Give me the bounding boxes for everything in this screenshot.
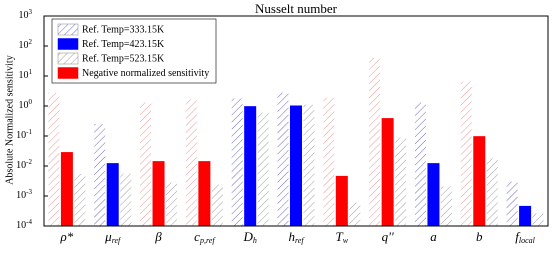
y-tick-label: 102 [19,38,33,52]
category: μ [104,229,112,244]
y-tick-exponent: -2 [26,158,32,166]
bar [185,99,197,226]
bar [290,105,302,227]
bar [323,97,335,226]
y-tick-base: 10 [19,70,29,81]
bar [198,161,211,227]
legend-box [51,18,217,84]
legend-swatch [57,23,79,36]
bar [395,137,407,226]
x-tick-label: Dh [242,229,256,245]
category-subscript: local [519,236,536,245]
bar [166,182,178,226]
x-tick-label: ρ* [60,229,74,244]
x-tick-label: b [476,229,483,244]
y-tick-label: 10-4 [16,218,32,232]
y-tick-exponent: -3 [26,188,32,196]
y-tick-base: 10 [16,130,26,141]
category: b [476,229,483,244]
category: c [194,229,200,244]
category-subscript: p,ref [199,236,216,245]
category: D [242,229,253,244]
category-subscript: w [343,236,349,245]
y-tick-base: 10 [16,220,26,231]
bar [369,57,381,226]
chart-title: Nusselt number [255,1,338,16]
y-tick-exponent: 1 [29,68,33,76]
y-tick-label: 100 [19,98,33,112]
x-tick-label: a [430,229,437,244]
y-tick-exponent: -4 [26,218,32,226]
x-tick-label: href [288,229,305,245]
bar [427,163,440,227]
y-tick-base: 10 [16,190,26,201]
bar [303,104,315,226]
bar [211,184,223,226]
legend-swatch [57,52,79,65]
category: ρ* [60,229,74,244]
y-axis-label: Absolute Normalized sensitivity [4,55,15,184]
x-tick-label: μref [104,229,122,245]
bar [48,92,60,226]
bar [473,136,486,227]
bar [120,173,132,226]
y-tick-base: 10 [19,40,29,51]
bar [460,81,472,226]
bar [519,205,532,227]
y-tick-base: 10 [19,100,29,111]
bar [94,124,106,226]
category: β [154,229,162,244]
y-tick-label: 10-2 [16,158,32,172]
y-tick-base: 10 [16,160,26,171]
x-tick-label: Tw [336,229,349,245]
bar [140,102,152,226]
plot-frame [43,15,549,227]
bar [257,112,269,226]
legend-label: Negative normalized sensitivity [82,68,209,79]
legend-label: Ref. Temp=423.15K [82,39,165,50]
bar [414,102,426,226]
x-tick-label: cp,ref [194,229,216,245]
category: T [336,229,344,244]
bar [74,173,86,226]
category-subscript: ref [112,236,122,245]
y-tick-exponent: 2 [29,38,33,46]
y-tick-exponent: 3 [29,8,33,16]
bar [335,175,348,227]
category-subscript: h [253,236,257,245]
y-tick-exponent: -1 [26,128,32,136]
bar [440,186,452,226]
y-tick-label: 10-1 [16,128,32,142]
bar [231,98,243,226]
y-tick-label: 103 [19,8,33,22]
category-subscript: ref [295,236,305,245]
bar [152,161,165,227]
legend-swatch [57,38,79,50]
bar [349,202,361,226]
bar [277,92,289,226]
y-tick-exponent: 0 [29,98,33,106]
category: h [288,229,295,244]
bar [532,213,544,226]
legend-label: Ref. Temp=523.15K [82,53,165,64]
y-tick-base: 10 [19,10,29,21]
bar [506,181,518,226]
category: f [515,229,521,244]
bar [486,158,498,226]
y-tick-label: 101 [19,68,33,82]
category: a [430,229,437,244]
category: q'' [382,229,394,244]
bar [106,163,119,227]
legend-swatch [57,67,79,79]
x-tick-label: flocal [515,229,535,245]
x-tick-label: q'' [382,229,394,244]
bar [60,152,73,227]
x-tick-label: β [154,229,162,244]
bar [381,118,394,227]
bar [244,106,257,227]
y-tick-label: 10-3 [16,188,32,202]
legend-label: Ref. Temp=333.15K [82,24,165,35]
